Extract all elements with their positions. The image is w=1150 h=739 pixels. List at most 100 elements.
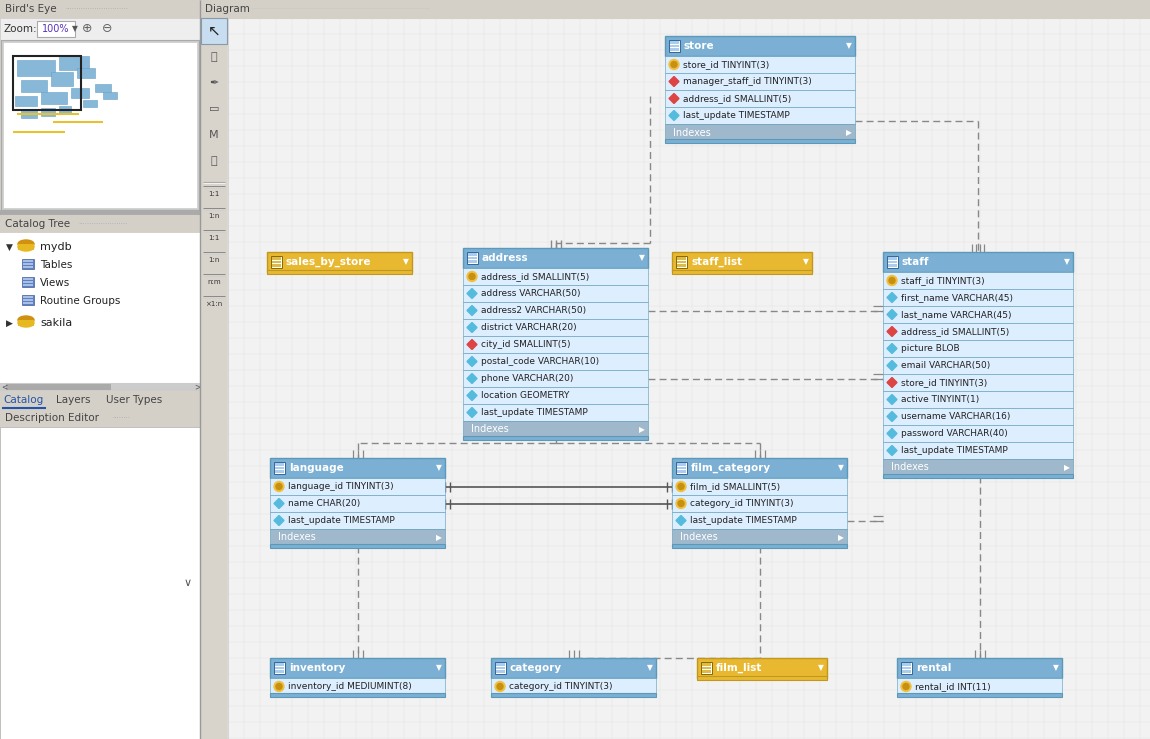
- Circle shape: [669, 60, 678, 69]
- Bar: [888, 261, 897, 263]
- Text: ▼: ▼: [6, 242, 13, 251]
- Bar: [23, 296, 33, 298]
- Text: Diagram: Diagram: [205, 4, 250, 14]
- Bar: [270, 529, 445, 546]
- Bar: [273, 264, 281, 267]
- Text: ······················: ······················: [78, 221, 128, 227]
- Text: ▭: ▭: [209, 104, 220, 114]
- Bar: [672, 529, 848, 546]
- Bar: [23, 278, 33, 280]
- Text: location GEOMETRY: location GEOMETRY: [481, 391, 569, 400]
- Bar: [883, 442, 1073, 459]
- Bar: [0, 0, 200, 18]
- Bar: [665, 73, 854, 90]
- Text: Views: Views: [40, 278, 70, 288]
- Bar: [665, 56, 854, 73]
- Text: M: M: [209, 130, 218, 140]
- Bar: [0, 0, 200, 739]
- Bar: [23, 299, 33, 301]
- Bar: [883, 306, 1073, 323]
- Text: category_id TINYINT(3): category_id TINYINT(3): [509, 682, 613, 691]
- Text: address2 VARCHAR(50): address2 VARCHAR(50): [481, 306, 586, 315]
- Bar: [888, 264, 897, 267]
- Bar: [275, 466, 284, 469]
- Ellipse shape: [18, 240, 34, 248]
- Text: Layers: Layers: [56, 395, 91, 405]
- Text: ▼: ▼: [436, 664, 442, 672]
- Text: mydb: mydb: [40, 242, 71, 252]
- Bar: [496, 663, 505, 666]
- Polygon shape: [669, 77, 678, 86]
- Bar: [902, 667, 911, 669]
- Text: ×1:n: ×1:n: [206, 301, 223, 307]
- Text: postal_code VARCHAR(10): postal_code VARCHAR(10): [481, 357, 599, 366]
- Bar: [267, 252, 412, 272]
- Bar: [496, 670, 505, 672]
- Bar: [491, 678, 656, 695]
- Bar: [0, 18, 200, 40]
- Bar: [468, 256, 477, 259]
- Bar: [677, 264, 687, 267]
- Text: password VARCHAR(40): password VARCHAR(40): [900, 429, 1007, 438]
- Polygon shape: [274, 499, 284, 508]
- Circle shape: [889, 278, 895, 284]
- Text: ▼: ▼: [639, 253, 645, 262]
- Bar: [228, 18, 1150, 739]
- Text: language: language: [289, 463, 344, 473]
- Bar: [883, 374, 1073, 391]
- Bar: [270, 693, 445, 697]
- Bar: [0, 210, 200, 215]
- Bar: [702, 662, 712, 674]
- Polygon shape: [887, 446, 897, 455]
- Circle shape: [670, 61, 677, 67]
- Bar: [883, 340, 1073, 357]
- Text: Zoom:: Zoom:: [3, 24, 38, 34]
- Polygon shape: [887, 310, 897, 319]
- Text: ∨: ∨: [184, 578, 192, 588]
- Circle shape: [900, 681, 911, 692]
- Bar: [883, 391, 1073, 408]
- Bar: [18, 244, 34, 250]
- Bar: [77, 68, 95, 78]
- Text: last_update TIMESTAMP: last_update TIMESTAMP: [683, 111, 790, 120]
- Circle shape: [276, 483, 282, 489]
- Bar: [883, 272, 1073, 289]
- Bar: [463, 370, 647, 387]
- Bar: [491, 658, 656, 678]
- Bar: [702, 667, 711, 669]
- Text: ····························: ····························: [66, 6, 128, 12]
- Bar: [463, 436, 647, 440]
- Bar: [0, 391, 200, 409]
- Bar: [275, 470, 284, 472]
- Bar: [13, 56, 80, 110]
- Text: store_id TINYINT(3): store_id TINYINT(3): [900, 378, 987, 387]
- Text: Tables: Tables: [40, 260, 72, 270]
- Bar: [275, 663, 284, 666]
- Bar: [275, 463, 284, 466]
- Bar: [0, 383, 200, 391]
- Circle shape: [274, 482, 284, 491]
- Text: address: address: [482, 253, 529, 263]
- Bar: [883, 459, 1073, 476]
- Bar: [23, 302, 33, 304]
- Bar: [676, 256, 687, 268]
- Bar: [677, 466, 687, 469]
- Text: sales_by_store: sales_by_store: [286, 257, 371, 267]
- Text: district VARCHAR(20): district VARCHAR(20): [481, 323, 576, 332]
- Polygon shape: [887, 344, 897, 353]
- Bar: [275, 667, 284, 669]
- Text: active TINYINT(1): active TINYINT(1): [900, 395, 980, 404]
- Bar: [883, 408, 1073, 425]
- Polygon shape: [467, 305, 477, 316]
- Bar: [697, 658, 827, 678]
- Bar: [883, 252, 1073, 272]
- Circle shape: [676, 499, 687, 508]
- Bar: [270, 678, 445, 695]
- Text: first_name VARCHAR(45): first_name VARCHAR(45): [900, 293, 1013, 302]
- Text: category: category: [509, 663, 562, 673]
- Polygon shape: [467, 407, 477, 418]
- Polygon shape: [669, 111, 678, 120]
- Text: User Types: User Types: [106, 395, 162, 405]
- Text: staff_id TINYINT(3): staff_id TINYINT(3): [900, 276, 984, 285]
- Bar: [22, 295, 34, 305]
